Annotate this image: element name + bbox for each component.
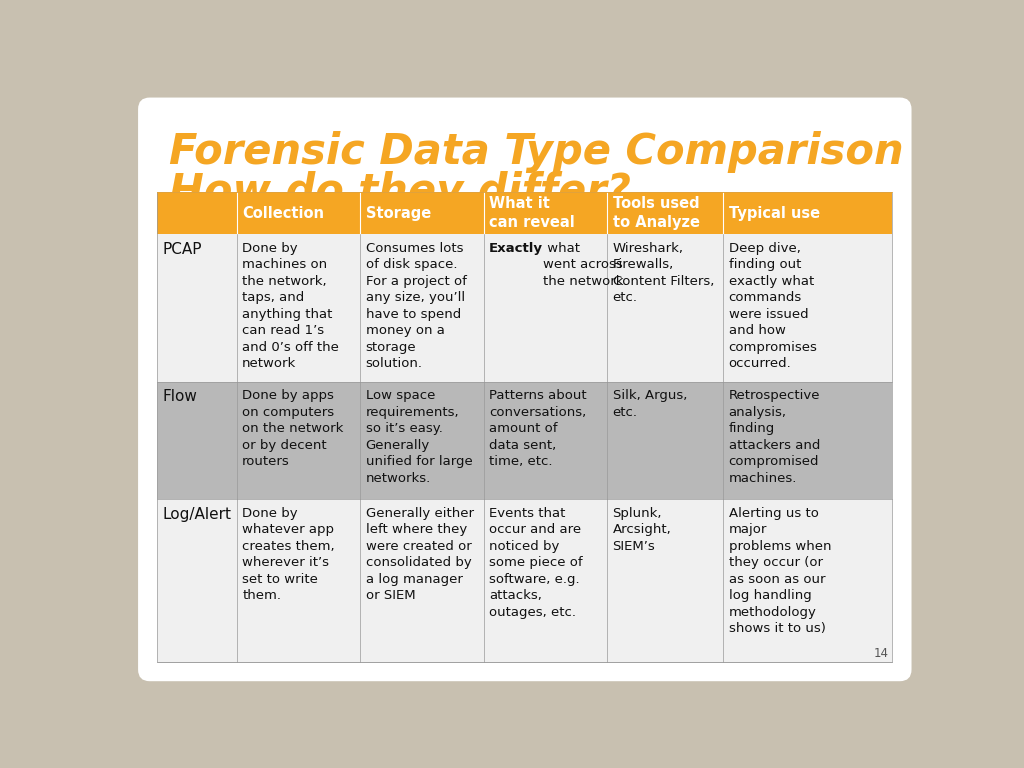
Text: 14: 14 xyxy=(873,647,888,660)
Bar xyxy=(158,192,892,662)
Text: Tools used
to Analyze: Tools used to Analyze xyxy=(612,197,699,230)
Text: Consumes lots
of disk space.
For a project of
any size, you’ll
have to spend
mon: Consumes lots of disk space. For a proje… xyxy=(366,242,467,370)
Text: Deep dive,
finding out
exactly what
commands
were issued
and how
compromises
occ: Deep dive, finding out exactly what comm… xyxy=(729,242,817,370)
Text: Done by
whatever app
creates them,
wherever it’s
set to write
them.: Done by whatever app creates them, where… xyxy=(243,507,335,602)
Bar xyxy=(158,499,892,662)
Text: Silk, Argus,
etc.: Silk, Argus, etc. xyxy=(612,389,687,419)
Text: what
went across
the network.: what went across the network. xyxy=(543,242,628,287)
Bar xyxy=(158,192,892,233)
Text: Done by
machines on
the network,
taps, and
anything that
can read 1’s
and 0’s of: Done by machines on the network, taps, a… xyxy=(243,242,339,370)
Text: Retrospective
analysis,
finding
attackers and
compromised
machines.: Retrospective analysis, finding attacker… xyxy=(729,389,820,485)
Text: PCAP: PCAP xyxy=(163,242,203,257)
Text: Splunk,
Arcsight,
SIEM’s: Splunk, Arcsight, SIEM’s xyxy=(612,507,672,553)
Text: Generally either
left where they
were created or
consolidated by
a log manager
o: Generally either left where they were cr… xyxy=(366,507,474,602)
FancyBboxPatch shape xyxy=(138,98,911,681)
Text: Low space
requirements,
so it’s easy.
Generally
unified for large
networks.: Low space requirements, so it’s easy. Ge… xyxy=(366,389,472,485)
Text: Events that
occur and are
noticed by
some piece of
software, e.g.
attacks,
outag: Events that occur and are noticed by som… xyxy=(489,507,583,619)
Text: Log/Alert: Log/Alert xyxy=(163,507,231,522)
Text: Wireshark,
Firewalls,
Content Filters,
etc.: Wireshark, Firewalls, Content Filters, e… xyxy=(612,242,714,304)
Text: What it
can reveal: What it can reveal xyxy=(489,197,574,230)
Text: Exactly: Exactly xyxy=(489,242,543,254)
Text: How do they differ?: How do they differ? xyxy=(169,170,631,213)
Text: Storage: Storage xyxy=(366,206,431,220)
Text: Alerting us to
major
problems when
they occur (or
as soon as our
log handling
me: Alerting us to major problems when they … xyxy=(729,507,831,635)
Text: Patterns about
conversations,
amount of
data sent,
time, etc.: Patterns about conversations, amount of … xyxy=(489,389,587,468)
Text: Typical use: Typical use xyxy=(729,206,820,220)
Text: Collection: Collection xyxy=(243,206,325,220)
Bar xyxy=(158,382,892,499)
Text: Done by apps
on computers
on the network
or by decent
routers: Done by apps on computers on the network… xyxy=(243,389,344,468)
Text: Flow: Flow xyxy=(163,389,198,404)
Text: Forensic Data Type Comparison: Forensic Data Type Comparison xyxy=(169,131,904,173)
Bar xyxy=(158,233,892,382)
